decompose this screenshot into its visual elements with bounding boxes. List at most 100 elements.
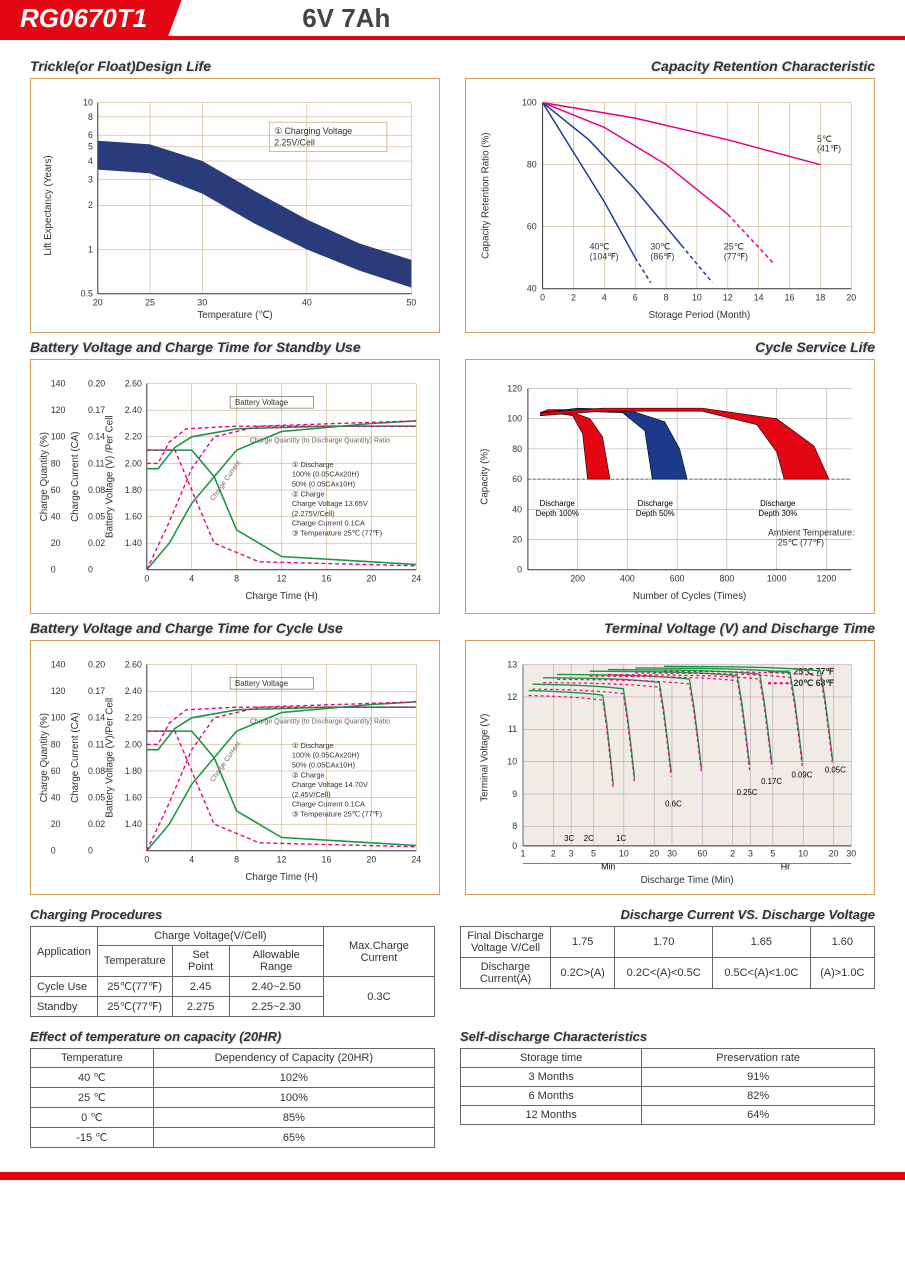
svg-text:20: 20 xyxy=(93,297,103,307)
svg-text:Charge Quantity (%): Charge Quantity (%) xyxy=(39,432,50,521)
svg-text:0.02: 0.02 xyxy=(88,819,105,829)
table2-title: Discharge Current VS. Discharge Voltage xyxy=(460,907,875,922)
svg-text:20: 20 xyxy=(649,849,659,859)
t2-r1-0: 1.75 xyxy=(551,927,615,958)
svg-text:16: 16 xyxy=(322,574,332,584)
svg-text:5: 5 xyxy=(770,849,775,859)
svg-text:2: 2 xyxy=(730,849,735,859)
svg-text:Charge Current (CA): Charge Current (CA) xyxy=(70,432,81,522)
svg-text:1.60: 1.60 xyxy=(125,793,142,803)
svg-text:Charge Current 0.1CA: Charge Current 0.1CA xyxy=(292,519,365,528)
t4-r2c1: 64% xyxy=(642,1106,875,1125)
svg-text:9: 9 xyxy=(512,789,517,799)
svg-text:20: 20 xyxy=(512,535,522,545)
chart4-title: Cycle Service Life xyxy=(465,339,875,355)
chart2-title: Capacity Retention Characteristic xyxy=(465,58,875,74)
svg-text:2C: 2C xyxy=(584,834,594,843)
svg-text:1000: 1000 xyxy=(767,574,787,584)
svg-text:Lift Expectancy (Years): Lift Expectancy (Years) xyxy=(43,155,54,255)
svg-text:0.08: 0.08 xyxy=(88,485,105,495)
chart3-title: Battery Voltage and Charge Time for Stan… xyxy=(30,339,440,355)
svg-text:(2.275V/Cell): (2.275V/Cell) xyxy=(292,509,335,518)
svg-text:2: 2 xyxy=(88,200,93,210)
svg-text:4: 4 xyxy=(189,855,194,865)
t2-r2-3: (A)>1.0C xyxy=(810,958,874,989)
svg-text:60: 60 xyxy=(512,474,522,484)
svg-text:8: 8 xyxy=(664,293,669,303)
table2-panel: Discharge Current VS. Discharge Voltage … xyxy=(460,901,875,1017)
chart3-svg: 00200.021.40400.051.60600.081.80800.112.… xyxy=(39,368,431,605)
t3-r1c1: 100% xyxy=(153,1088,434,1108)
t3-r3c1: 65% xyxy=(153,1128,434,1148)
svg-text:② Charge: ② Charge xyxy=(292,489,325,498)
svg-text:1.80: 1.80 xyxy=(125,485,142,495)
svg-text:8: 8 xyxy=(88,112,93,122)
svg-text:25℃: 25℃ xyxy=(724,242,744,252)
chart5-title: Battery Voltage and Charge Time for Cycl… xyxy=(30,620,440,636)
t4-r1c0: 6 Months xyxy=(461,1087,642,1106)
svg-text:50% (0.05CAx10H): 50% (0.05CAx10H) xyxy=(292,761,355,770)
t2-r1-2: 1.65 xyxy=(712,927,810,958)
svg-text:① Discharge: ① Discharge xyxy=(292,460,334,469)
chart5-box: 00200.021.40400.051.60600.081.80800.112.… xyxy=(30,640,440,895)
svg-text:0: 0 xyxy=(51,846,56,856)
svg-text:1C: 1C xyxy=(616,834,626,843)
svg-text:11: 11 xyxy=(508,724,517,734)
svg-text:10: 10 xyxy=(798,849,808,859)
svg-text:12: 12 xyxy=(723,293,733,303)
svg-text:Charge Current 0.1CA: Charge Current 0.1CA xyxy=(292,800,365,809)
svg-text:1: 1 xyxy=(521,849,526,859)
chart6-box: 89101112130123510203060235102030MinHrDis… xyxy=(465,640,875,895)
svg-text:20: 20 xyxy=(366,855,376,865)
chart6-panel: Terminal Voltage (V) and Discharge Time … xyxy=(465,620,875,895)
svg-text:30: 30 xyxy=(846,849,856,859)
svg-text:0.5: 0.5 xyxy=(81,289,93,299)
svg-text:5: 5 xyxy=(591,849,596,859)
chart3-box: 00200.021.40400.051.60600.081.80800.112.… xyxy=(30,359,440,614)
svg-text:3: 3 xyxy=(748,849,753,859)
svg-text:20℃ 68℉: 20℃ 68℉ xyxy=(793,678,834,688)
svg-text:40: 40 xyxy=(302,297,312,307)
svg-text:(86℉): (86℉) xyxy=(650,251,674,261)
svg-text:0.17: 0.17 xyxy=(88,686,105,696)
svg-text:0.05: 0.05 xyxy=(88,512,105,522)
t3-r1c0: 25 ℃ xyxy=(31,1088,154,1108)
t3-r0c1: 102% xyxy=(153,1068,434,1088)
svg-text:100: 100 xyxy=(51,713,66,723)
svg-text:2.40: 2.40 xyxy=(125,405,142,415)
svg-text:6: 6 xyxy=(88,130,93,140)
svg-text:120: 120 xyxy=(51,405,66,415)
svg-text:0.14: 0.14 xyxy=(88,713,105,723)
svg-text:1.60: 1.60 xyxy=(125,512,142,522)
chart2-box: 02468101214161820406080100 40℃(104℉)30℃(… xyxy=(465,78,875,333)
svg-text:Hr: Hr xyxy=(781,861,790,871)
spec-text: 6V 7Ah xyxy=(302,3,390,34)
svg-text:20: 20 xyxy=(51,819,61,829)
svg-text:Battery Voltage (V) /Per Cell: Battery Voltage (V) /Per Cell xyxy=(105,415,116,538)
svg-text:12: 12 xyxy=(507,692,517,702)
svg-text:14: 14 xyxy=(754,293,764,303)
table3-title: Effect of temperature on capacity (20HR) xyxy=(30,1029,435,1044)
chart5-panel: Battery Voltage and Charge Time for Cycl… xyxy=(30,620,440,895)
svg-text:2: 2 xyxy=(571,293,576,303)
svg-text:5℃: 5℃ xyxy=(817,134,832,144)
table3-panel: Effect of temperature on capacity (20HR)… xyxy=(30,1023,435,1148)
svg-text:600: 600 xyxy=(670,574,685,584)
svg-text:Temperature (℃): Temperature (℃) xyxy=(197,310,272,321)
svg-text:③ Temperature 25℃ (77℉): ③ Temperature 25℃ (77℉) xyxy=(292,810,382,819)
svg-text:0.11: 0.11 xyxy=(88,739,105,749)
svg-text:10: 10 xyxy=(692,293,702,303)
svg-text:Charge Quantity (to Discharge: Charge Quantity (to Discharge Quantity) … xyxy=(250,718,390,725)
svg-text:10: 10 xyxy=(83,98,93,108)
svg-text:0.14: 0.14 xyxy=(88,432,105,442)
svg-text:2.60: 2.60 xyxy=(125,379,142,389)
model-tab: RG0670T1 xyxy=(0,0,182,38)
t1-r1c2: 2.275 xyxy=(172,997,229,1017)
svg-text:1: 1 xyxy=(88,244,93,254)
t2-r2-2: 0.5C<(A)<1.0C xyxy=(712,958,810,989)
svg-text:800: 800 xyxy=(720,574,735,584)
svg-text:2.25V/Cell: 2.25V/Cell xyxy=(274,138,315,148)
svg-text:0.20: 0.20 xyxy=(88,379,105,389)
table2: Final Discharge Voltage V/Cell 1.75 1.70… xyxy=(460,926,875,989)
svg-text:0.17C: 0.17C xyxy=(761,777,782,786)
